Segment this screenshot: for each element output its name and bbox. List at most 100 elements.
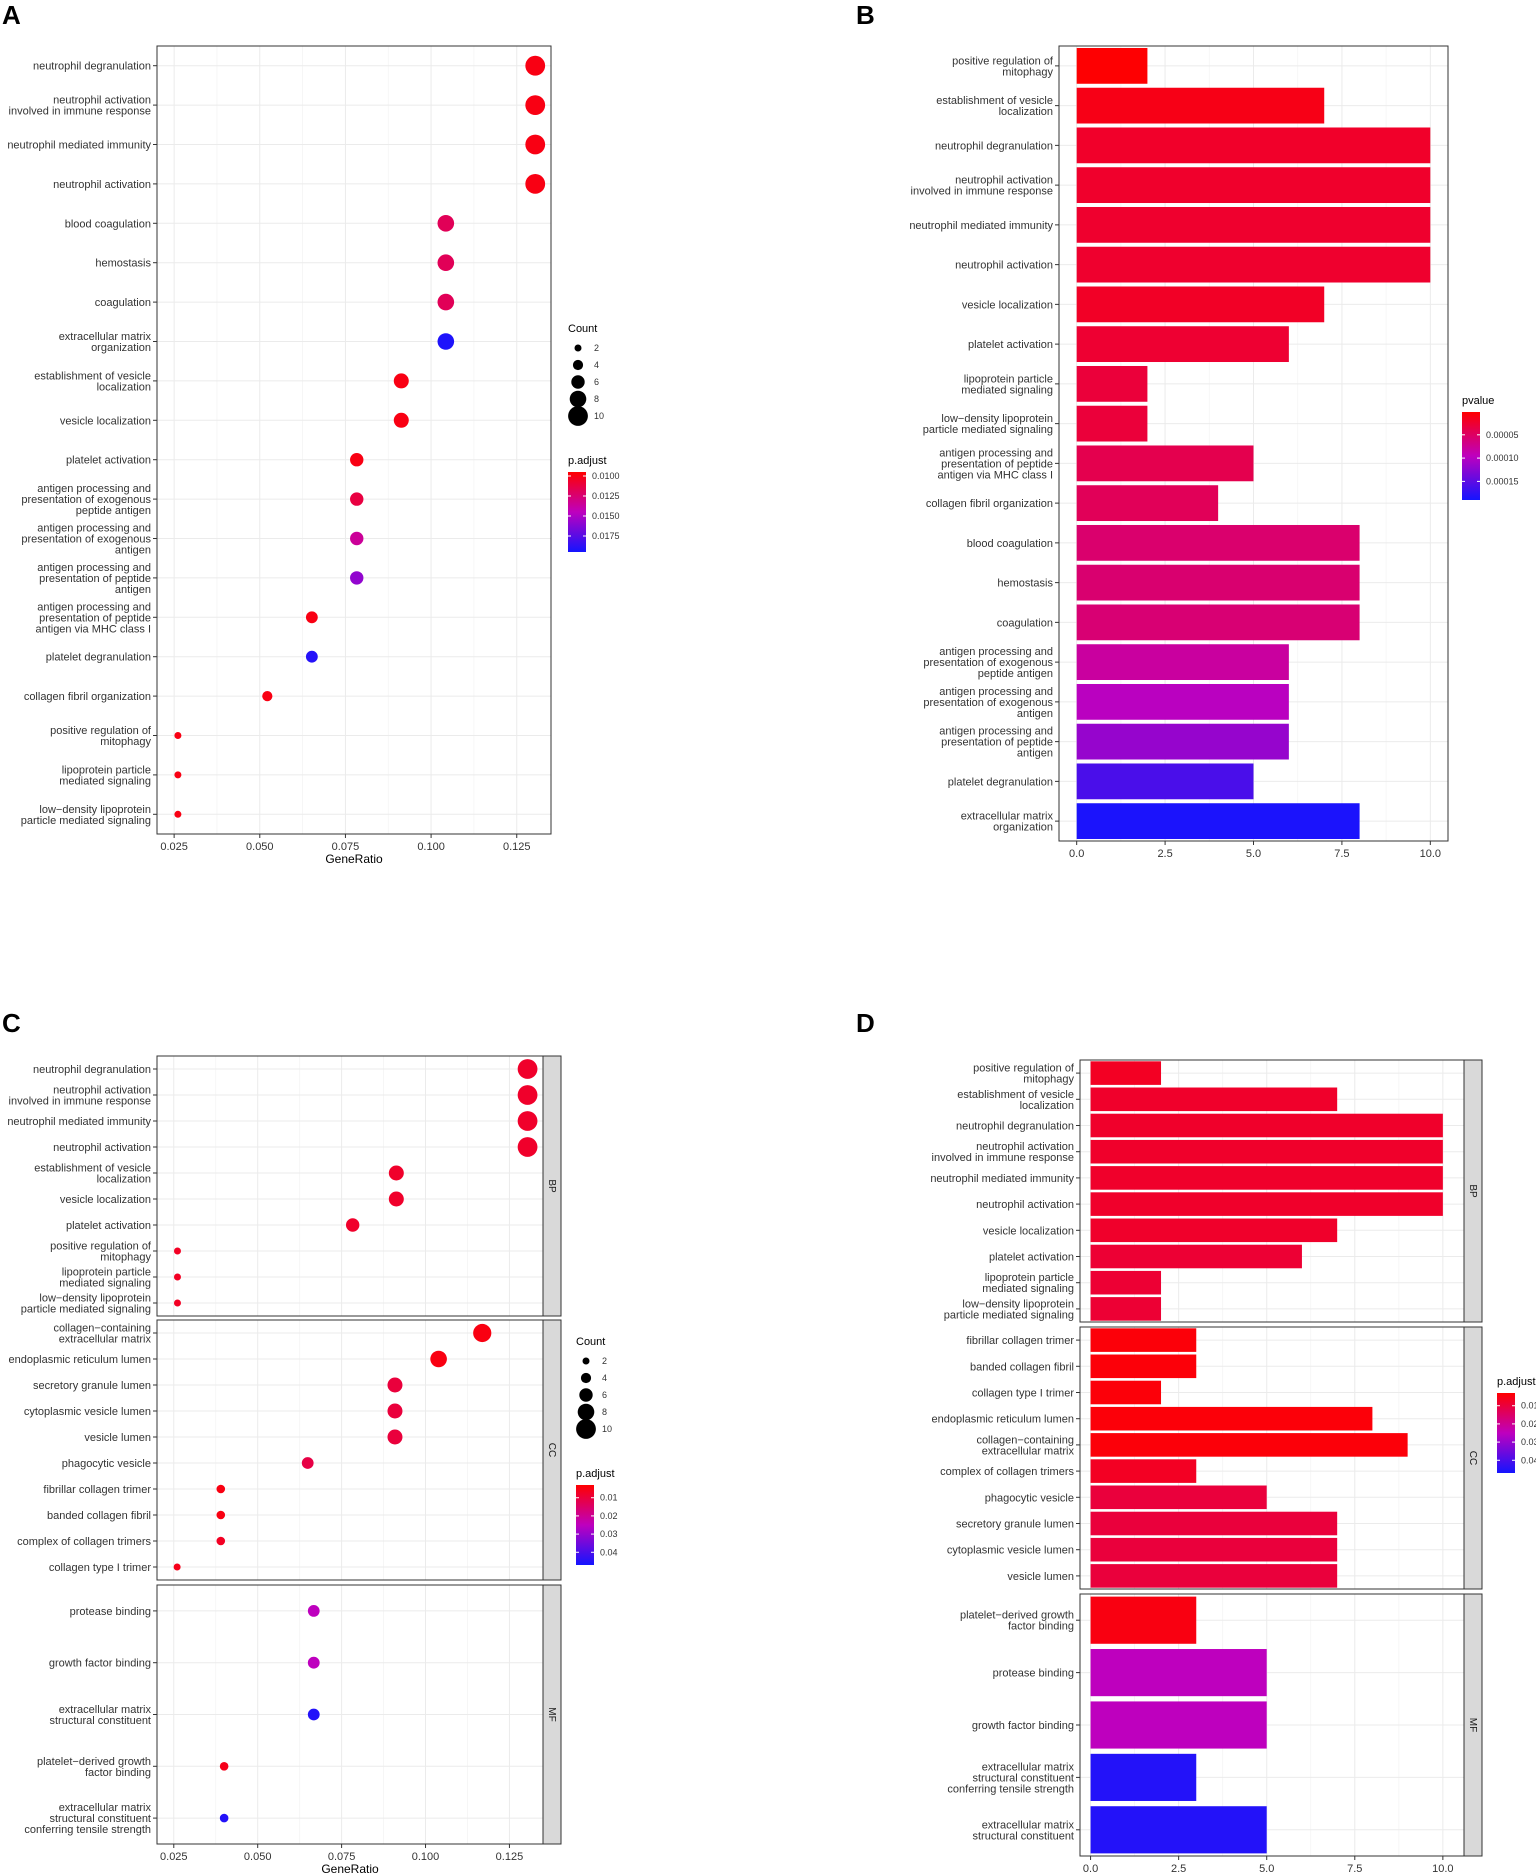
panel-b-bar <box>1076 803 1360 840</box>
panel-c-bp-point <box>345 1218 360 1232</box>
panel-d-cc-category-label-line: phagocytic vesicle <box>985 1492 1074 1504</box>
panel-b-bar <box>1076 286 1325 323</box>
panel-a-size-legend-label: 10 <box>594 411 604 421</box>
panel-b-category-label-line: coagulation <box>997 617 1053 629</box>
panel-d-bp-bar <box>1090 1166 1443 1190</box>
panel-d-cc-category-label-line: secretory granule lumen <box>956 1519 1074 1531</box>
panel-d-bp-category-label: neutrophil mediated immunity <box>930 1173 1074 1185</box>
panel-b-category-label-line: presentation of peptide <box>941 458 1053 470</box>
panel-c-bp-category-label-line: neutrophil activation <box>53 1142 151 1154</box>
panel-d-cc-bar <box>1090 1406 1373 1431</box>
panel-a-background <box>157 46 551 834</box>
panel-b-category-label: neutrophil activation <box>955 260 1053 272</box>
panel-a-size-legend-key <box>574 344 582 352</box>
panel-a-category-label: neutrophil degranulation <box>33 61 151 73</box>
panel-b-color-legend-bar <box>1462 412 1480 500</box>
panel-a-xaxis-title: GeneRatio <box>325 852 383 866</box>
panel-a-category-label-line: particle mediated signaling <box>21 815 151 827</box>
panel-d-bp-bar <box>1090 1061 1162 1085</box>
panel-a-xtick-label: 0.050 <box>246 841 274 853</box>
panel-a-size-legend-key <box>572 359 584 371</box>
panel-d-mf-category-label-line: extracellular matrix <box>982 1761 1075 1773</box>
panel-c-bp-point <box>173 1247 181 1255</box>
panel-d-bp-bar <box>1090 1270 1162 1295</box>
panel-d-mf-category-label-line: protease binding <box>993 1668 1074 1680</box>
panel-d-xtick-label: 5.0 <box>1259 1863 1274 1874</box>
panel-b-category-label-line: neutrophil degranulation <box>935 140 1053 152</box>
panel-c-size-legend-label: 10 <box>602 1424 612 1434</box>
panel-d-cc-category-label-line: vesicle lumen <box>1007 1571 1074 1583</box>
panel-c-bp-point <box>517 1059 538 1079</box>
panel-b-xtick-label: 5.0 <box>1246 848 1261 860</box>
panel-d-mf-bar <box>1090 1806 1267 1854</box>
panel-b-panel-border <box>1058 45 1449 842</box>
panel-d-bp-category-label: platelet activation <box>989 1252 1074 1264</box>
panel-d-cc-category-label: secretory granule lumen <box>956 1519 1074 1531</box>
panel-b-category-label-line: peptide antigen <box>978 668 1053 680</box>
panel-d-color-legend-bar <box>1497 1393 1515 1473</box>
panel-a-category-label-line: antigen processing and <box>37 601 151 613</box>
panel-d-bp-category-label-line: low−density lipoprotein <box>962 1298 1074 1310</box>
panel-a-size-legend-title: Count <box>568 323 597 335</box>
panel-d-cc-category-label: cytoplasmic vesicle lumen <box>947 1545 1074 1557</box>
panel-b-category-label-line: blood coagulation <box>967 538 1053 550</box>
panel-c-cc-category-label: endoplasmic reticulum lumen <box>9 1354 151 1366</box>
panel-d-bp-bar <box>1090 1218 1338 1243</box>
panel-c-cc-point <box>387 1403 403 1419</box>
panel-a-color-legend-bar <box>568 472 586 552</box>
panel-c-bp-category-label-line: mitophagy <box>100 1252 151 1264</box>
panel-c-color-legend-label: 0.03 <box>600 1529 618 1539</box>
panel-letter-a: A <box>2 0 21 30</box>
panel-d-color-legend-title: p.adjust <box>1497 1376 1536 1388</box>
panel-c-cc-category-label-line: extracellular matrix <box>59 1334 152 1346</box>
panel-a-panel-border <box>156 45 552 835</box>
panel-a-category-label-line: presentation of exogenous <box>21 494 151 506</box>
panel-d-bp-category-label-line: mediated signaling <box>982 1283 1074 1295</box>
panel-c-strip <box>542 1584 562 1845</box>
panel-d-cc-bar <box>1090 1433 1408 1457</box>
panel-b-bar <box>1076 365 1148 402</box>
panel-a-category-label-line: blood coagulation <box>65 218 151 230</box>
panel-c-bp-point <box>173 1299 181 1307</box>
panel-b-category-label-line: hemostasis <box>997 578 1053 590</box>
panel-b-bar <box>1076 564 1360 601</box>
panel-a-category-label: antigen processing and presentation of ex… <box>21 483 151 517</box>
panel-a-color-legend-label: 0.0125 <box>592 491 620 501</box>
panel-c-cc-category-label-line: cytoplasmic vesicle lumen <box>24 1406 151 1418</box>
panel-a-category-label: collagen fibril organization <box>24 691 151 703</box>
panel-a-color-legend-label: 0.0150 <box>592 511 620 521</box>
panel-d-cc-category-label-line: complex of collagen trimers <box>940 1466 1074 1478</box>
panel-c-bp-category-label-line: lipoprotein particle <box>62 1267 151 1279</box>
panel-a-category-label-line: low−density lipoprotein <box>39 804 151 816</box>
panel-c-color-legend-label: 0.02 <box>600 1511 618 1521</box>
panel-b-category-label: vesicle localization <box>962 299 1053 311</box>
panel-c-cc-category-label: vesicle lumen <box>84 1432 151 1444</box>
panel-c-mf-category-label: platelet−derived growth factor binding <box>37 1756 151 1779</box>
panel-d-strip <box>1463 1593 1483 1857</box>
panel-b-category-label-line: antigen processing and <box>939 686 1053 698</box>
panel-d: 0.0 2.5 5.0 7.5 10.0 positive regulation of mi… <box>930 1059 1536 1874</box>
panel-c-cc-point <box>173 1563 181 1571</box>
panel-a-category-label-line: neutrophil activation <box>53 179 151 191</box>
panel-c-size-legend-label: 8 <box>602 1407 607 1417</box>
panel-b-category-label: hemostasis <box>997 578 1053 590</box>
panel-d-mf-category-label-line: platelet−derived growth <box>960 1610 1074 1622</box>
panel-b-xtick-label: 10.0 <box>1420 848 1441 860</box>
panel-c-bp-point <box>517 1111 538 1131</box>
panel-d-xtick-label: 2.5 <box>1171 1863 1186 1874</box>
panel-d-mf-category-label-line: structural constituent <box>973 1772 1075 1784</box>
panel-c-mf-category-label-line: structural constituent <box>50 1813 152 1825</box>
panel-d-mf-category-label: growth factor binding <box>972 1720 1074 1732</box>
panel-c-bp-category-label-line: neutrophil degranulation <box>33 1064 151 1076</box>
panel-b-xtick-label: 0.0 <box>1069 848 1084 860</box>
panel-d-cc-category-label-line: fibrillar collagen trimer <box>966 1335 1074 1347</box>
panel-c-cc-point <box>387 1377 403 1393</box>
panel-d-bp-bar <box>1090 1113 1443 1138</box>
panel-c-size-legend-key <box>582 1357 590 1365</box>
panel-d-cc-bar <box>1090 1537 1338 1562</box>
panel-d-cc-category-label-line: extracellular matrix <box>982 1445 1075 1457</box>
panel-letter-d: D <box>856 1008 875 1038</box>
panel-c-cc-point <box>430 1350 447 1368</box>
panel-b-category-label: antigen processing and presentation of pe… <box>939 726 1053 760</box>
panel-b-category-label-line: establishment of vesicle <box>936 95 1053 107</box>
